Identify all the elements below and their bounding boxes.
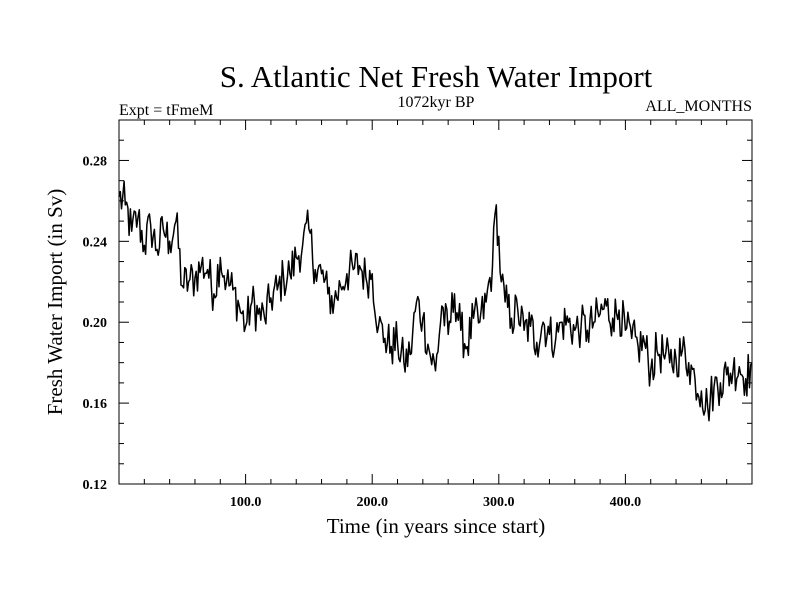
y-tick-label: 0.16 xyxy=(83,397,108,412)
y-ticks: 0.12 0.16 0.20 0.24 0.28 xyxy=(83,139,752,493)
x-tick-label: 200.0 xyxy=(356,495,388,510)
y-tick-label: 0.20 xyxy=(83,316,108,331)
x-tick-label: 400.0 xyxy=(610,495,642,510)
subtitle-center: 1072kyr BP xyxy=(398,94,475,111)
y-tick-label: 0.12 xyxy=(83,478,108,493)
x-axis-label: Time (in years since start) xyxy=(327,514,546,538)
y-tick-label: 0.24 xyxy=(83,235,108,250)
chart-title: S. Atlantic Net Fresh Water Import xyxy=(220,59,653,94)
subtitle-left: Expt = tFmeM xyxy=(119,102,213,119)
y-tick-label: 0.28 xyxy=(83,154,108,169)
y-axis-label: Fresh Water Import (in Sv) xyxy=(43,189,67,416)
series-line xyxy=(118,180,753,422)
x-tick-label: 100.0 xyxy=(230,495,262,510)
x-ticks: 100.0 200.0 300.0 400.0 xyxy=(143,120,728,510)
subtitle-right: ALL_MONTHS xyxy=(645,98,752,115)
x-tick-label: 300.0 xyxy=(483,495,515,510)
series-group xyxy=(118,180,753,422)
